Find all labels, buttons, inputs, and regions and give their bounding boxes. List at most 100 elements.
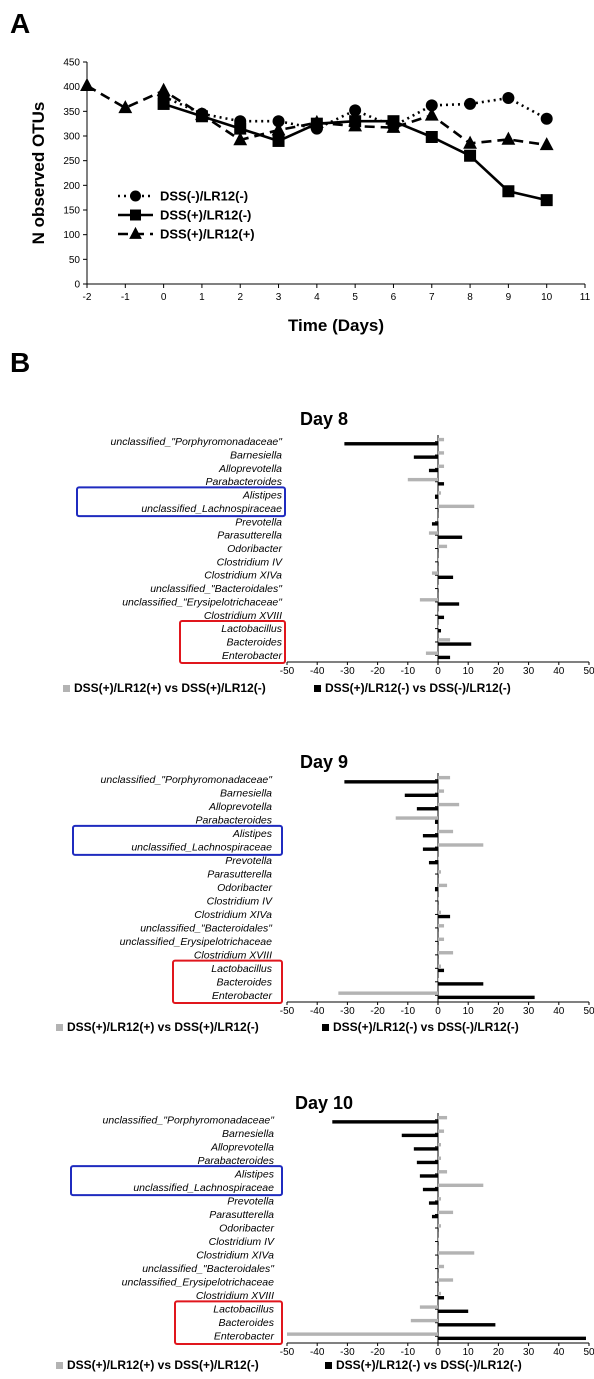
category-label: Enterobacter — [212, 990, 273, 1002]
bar-grey — [438, 464, 445, 468]
bar-black — [431, 1214, 438, 1219]
bar-grey — [438, 802, 460, 807]
category-label: Clostridium IV — [217, 556, 283, 568]
triangle-marker — [309, 114, 324, 128]
bar-black — [438, 575, 454, 580]
category-label: Clostridium XVIII — [196, 1290, 274, 1302]
bar-black — [434, 887, 438, 892]
bar-black — [431, 522, 438, 526]
x-tick-label: -30 — [340, 1347, 355, 1358]
bar-grey — [438, 611, 439, 615]
bar-black — [428, 1201, 438, 1205]
bar-grey — [431, 571, 438, 575]
x-tick-label: 10 — [463, 1347, 475, 1358]
bar-black — [438, 615, 445, 620]
category-label: Prevotella — [225, 855, 272, 867]
bar-black — [438, 1296, 445, 1300]
category-label: Alloprevotella — [210, 1141, 274, 1153]
bar-grey — [438, 856, 439, 861]
x-tick-label: 50 — [583, 1006, 594, 1017]
category-label: Parabacteroides — [198, 1155, 275, 1167]
category-label: Odoribacter — [217, 882, 272, 894]
legend-label: DSS(+)/LR12(-) vs DSS(-)/LR12(-) — [333, 1020, 519, 1034]
circle-marker — [540, 112, 553, 125]
x-tick-label: -1 — [121, 292, 130, 303]
square-marker — [502, 185, 515, 198]
bar-black — [438, 874, 439, 878]
triangle-marker — [501, 131, 516, 145]
x-tick-label: 0 — [435, 666, 441, 677]
square-marker — [464, 149, 477, 162]
x-tick-label: -50 — [280, 1347, 295, 1358]
legend-label: DSS(+)/LR12(+) vs DSS(+)/LR12(-) — [74, 681, 266, 695]
category-label: Barnesiella — [230, 450, 282, 462]
bar-grey — [438, 491, 442, 495]
category-label: Lactobacillus — [221, 623, 282, 635]
triangle-marker — [129, 226, 142, 239]
y-tick-label: 250 — [63, 156, 80, 167]
x-tick-label: 10 — [541, 292, 553, 303]
bar-grey — [438, 870, 442, 874]
category-label: Parabacteroides — [196, 815, 273, 827]
x-tick-label: 40 — [553, 1347, 565, 1358]
category-label: Enterobacter — [222, 650, 283, 662]
x-axis-title: Time (Days) — [288, 316, 384, 335]
category-label: unclassified_"Bacteroidales" — [150, 583, 283, 595]
bar-grey — [438, 789, 445, 793]
x-tick-label: 0 — [435, 1006, 441, 1017]
circle-marker — [272, 115, 285, 128]
bar-grey — [438, 1115, 448, 1120]
category-label: Enterobacter — [214, 1331, 275, 1343]
category-label: Clostridium IV — [209, 1236, 275, 1248]
bar-black — [438, 914, 451, 919]
bar-grey — [410, 1318, 438, 1323]
x-tick-label: -40 — [310, 666, 325, 677]
x-tick-label: -20 — [370, 666, 385, 677]
bar-grey — [428, 531, 438, 535]
x-tick-label: 30 — [523, 666, 535, 677]
x-tick-label: 6 — [391, 292, 397, 303]
x-tick-label: 0 — [161, 292, 167, 303]
category-label: Parasutterella — [217, 530, 282, 542]
category-label: Clostridium XVIII — [194, 949, 272, 961]
category-label: unclassified_Lachnospiraceae — [141, 503, 282, 515]
bar-black — [422, 834, 438, 838]
bar-grey — [419, 1305, 438, 1309]
bar-grey — [438, 910, 442, 915]
bar-black — [438, 1255, 439, 1259]
bar-grey — [438, 584, 439, 589]
category-label: unclassified_"Erysipelotrichaceae" — [122, 596, 283, 608]
bar-grey — [438, 1170, 448, 1174]
triangle-marker — [348, 118, 363, 132]
x-tick-label: -50 — [280, 666, 295, 677]
legend-swatch-black — [325, 1362, 332, 1369]
bar-black — [438, 508, 439, 513]
bar-black — [401, 1133, 438, 1138]
triangle-marker — [80, 77, 94, 91]
category-label: Alistipes — [242, 490, 283, 502]
y-tick-label: 100 — [63, 230, 80, 241]
x-tick-label: -40 — [310, 1347, 325, 1358]
triangle-marker — [195, 106, 209, 121]
triangle-marker — [271, 122, 286, 136]
x-tick-label: 10 — [463, 666, 475, 677]
x-tick-label: -10 — [401, 1006, 416, 1017]
category-label: Prevotella — [235, 516, 282, 528]
chart-title: Day 10 — [295, 1093, 353, 1113]
y-tick-label: 50 — [69, 255, 81, 266]
x-tick-label: -10 — [401, 666, 416, 677]
x-tick-label: -40 — [310, 1006, 325, 1017]
legend-swatch-grey — [56, 1024, 63, 1031]
bar-grey — [438, 504, 475, 509]
y-tick-label: 350 — [63, 107, 80, 118]
category-label: Alloprevotella — [218, 463, 282, 475]
x-tick-label: 40 — [553, 666, 565, 677]
bar-black — [419, 1174, 438, 1178]
category-label: Alloprevotella — [208, 801, 272, 813]
bar-black — [344, 780, 438, 784]
chart-title: Day 8 — [300, 409, 348, 429]
bar-grey — [438, 977, 439, 982]
x-tick-label: -50 — [280, 1006, 295, 1017]
bar-black — [332, 1120, 438, 1124]
